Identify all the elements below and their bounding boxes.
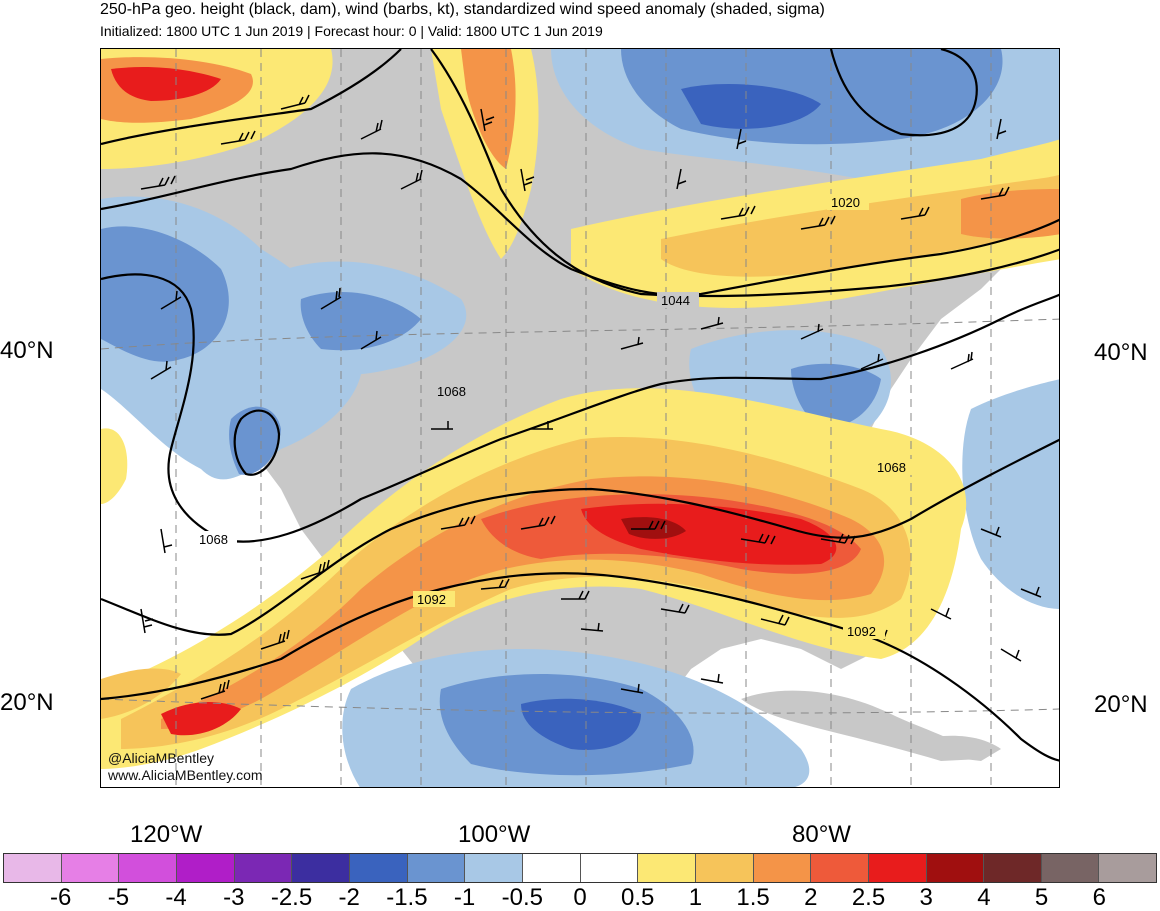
colorbar-tick-label: 1.5 <box>736 884 770 911</box>
colorbar-tick-label: -2 <box>338 884 360 911</box>
anomaly-jet-east-max <box>961 189 1059 239</box>
colorbar-swatch <box>926 854 985 882</box>
colorbar-swatch <box>119 854 177 882</box>
colorbar-tick-label: 2 <box>804 884 818 911</box>
colorbar-tick-label: -1.5 <box>386 884 428 911</box>
colorbar-swatch <box>984 854 1042 882</box>
anomaly-blue-mid-atlantic-core <box>791 363 881 429</box>
colorbar-tick-label: -1 <box>453 884 476 911</box>
colorbar-swatch <box>868 854 927 882</box>
contour-label-group: 1020 1044 1068 1068 1068 1092 1092 <box>195 194 915 639</box>
anomaly-colorbar <box>3 853 1157 883</box>
land-hispaniola <box>921 735 1001 761</box>
colorbar-tick-label: 6 <box>1092 884 1106 911</box>
land-caribbean <box>741 690 981 761</box>
colorbar-swatch <box>638 854 696 882</box>
contour-label-1020: 1020 <box>831 195 860 210</box>
lat-label-20n-left: 20°N <box>0 689 54 716</box>
colorbar-tick-label: 3 <box>919 884 933 911</box>
colorbar-tick-label: -3 <box>223 884 245 911</box>
height-contours <box>101 49 1059 762</box>
contour-label-1092-b: 1092 <box>847 624 876 639</box>
credit-website: www.AliciaMBentley.com <box>108 767 263 783</box>
colorbar-swatch <box>349 854 408 882</box>
lat-label-20n-right: 20°N <box>1094 691 1148 718</box>
anomaly-blue-pacific-core <box>101 226 229 362</box>
anomaly-blue-atlantic <box>962 379 1059 609</box>
colorbar-swatch <box>4 854 62 882</box>
anomaly-jet-south-peak <box>621 517 686 539</box>
anomaly-jet-mexico-max <box>161 702 241 736</box>
anomaly-jet-canada-core <box>461 49 516 169</box>
map-subtitle: Initialized: 1800 UTC 1 Jun 2019 | Forec… <box>100 23 603 39</box>
contour-label-1068-b: 1068 <box>877 460 906 475</box>
colorbar-swatch <box>811 854 869 882</box>
anomaly-jet-east-core <box>661 174 1059 277</box>
colorbar-tick-label: -4 <box>165 884 187 911</box>
anomaly-jet-northwest-max <box>111 67 221 101</box>
contour-label-1044: 1044 <box>661 293 690 308</box>
lon-label-120w: 120°W <box>130 821 203 848</box>
colorbar-tick-label: 0 <box>573 884 587 911</box>
colorbar-swatch <box>753 854 812 882</box>
contour-label-1092-a: 1092 <box>417 592 446 607</box>
colorbar-swatch <box>522 854 581 882</box>
lat-label-40n-left: 40°N <box>0 337 54 364</box>
weather-map: 1020 1044 1068 1068 1068 1092 1092 <box>100 48 1060 788</box>
colorbar-swatch <box>61 854 120 882</box>
colorbar-tick-label: 1 <box>688 884 703 911</box>
map-canvas: 1020 1044 1068 1068 1068 1092 1092 <box>101 49 1059 787</box>
colorbar-tick-label: 0.5 <box>621 884 655 911</box>
colorbar-swatch <box>1099 854 1157 882</box>
colorbar-tick-label: -2.5 <box>270 884 313 911</box>
colorbar-tick-label: -0.5 <box>501 884 543 911</box>
colorbar-swatch <box>695 854 754 882</box>
colorbar-tick-label: -6 <box>50 884 72 911</box>
colorbar-swatch <box>176 854 235 882</box>
colorbar-tick-label: 5 <box>1034 884 1049 911</box>
anomaly-blue-canada-deep <box>681 84 821 129</box>
lat-lon-grid <box>101 49 1059 787</box>
colorbar-swatch <box>292 854 350 882</box>
map-title: 250-hPa geo. height (black, dam), wind (… <box>100 1 825 18</box>
lon-label-80w: 80°W <box>792 821 851 848</box>
colorbar-swatch <box>465 854 523 882</box>
colorbar-swatch <box>407 854 466 882</box>
anomaly-jet-pacific-west <box>101 428 128 504</box>
colorbar-swatch <box>234 854 293 882</box>
colorbar-tick-label: 2.5 <box>851 884 886 911</box>
colorbar-swatch <box>1041 854 1100 882</box>
lon-label-100w: 100°W <box>458 821 531 848</box>
contour-label-1068-a: 1068 <box>437 384 466 399</box>
anomaly-blue-california <box>229 406 281 475</box>
credit-handle: @AliciaMBentley <box>108 750 215 766</box>
colorbar-tick-labels: -6 -5 -4 -3 -2.5 -2 -1.5 -1 -0.5 0 0.5 1 1.5 2 2.5 3 4 5 6 <box>0 884 1160 911</box>
contour-label-1068-c: 1068 <box>199 532 228 547</box>
lat-label-40n-right: 40°N <box>1094 339 1148 366</box>
anomaly-blue-west-us-core <box>300 291 421 351</box>
colorbar-tick-label: 4 <box>977 884 991 911</box>
colorbar-tick-label: -5 <box>107 884 130 911</box>
colorbar-swatch <box>580 854 639 882</box>
